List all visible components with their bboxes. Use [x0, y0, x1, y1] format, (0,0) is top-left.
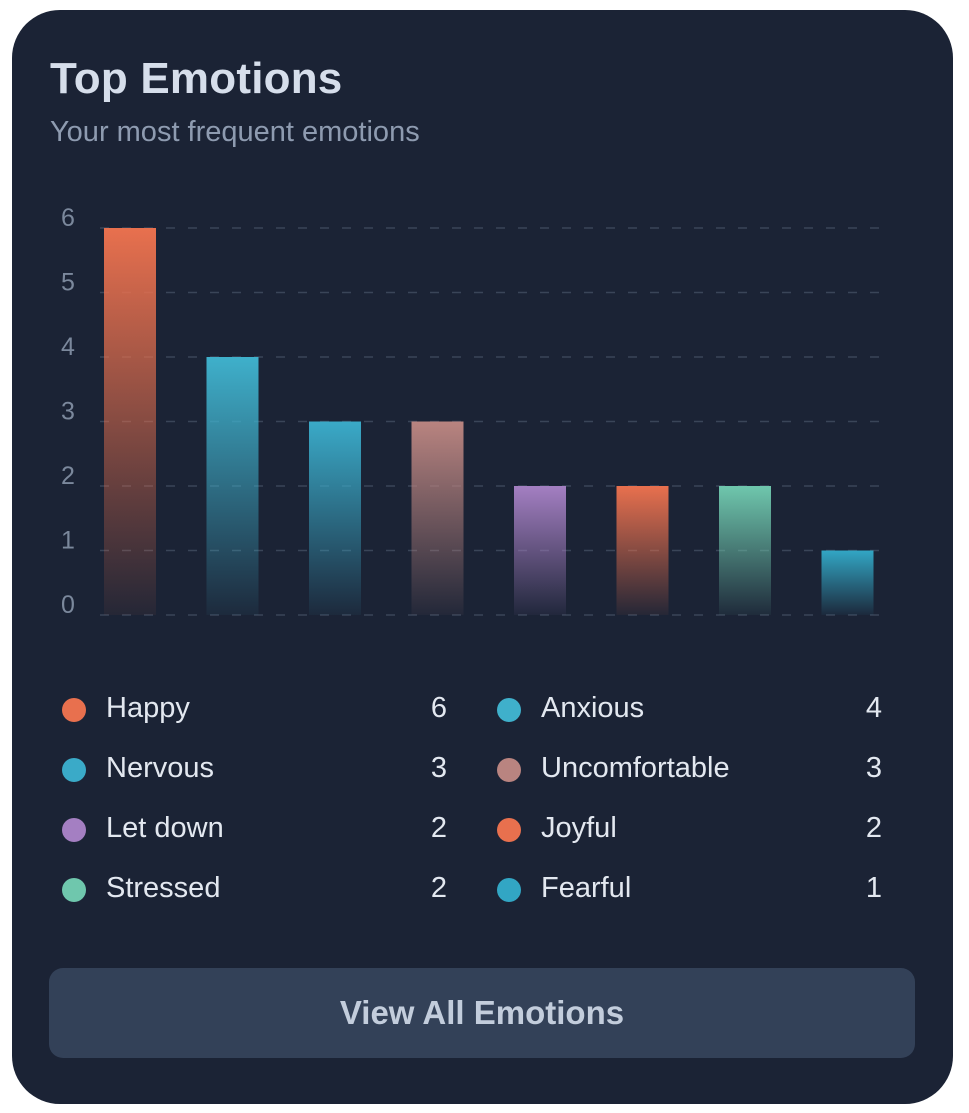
legend-value: 3 [865, 752, 882, 784]
legend-item-nervous: Nervous 3 [62, 750, 447, 790]
bar-let-down [514, 486, 566, 615]
y-tick-label: 6 [61, 204, 75, 232]
legend-value: 6 [430, 692, 447, 724]
y-tick-label: 2 [61, 462, 75, 490]
bar-stressed [719, 486, 771, 615]
legend-item-happy: Happy 6 [62, 690, 447, 730]
legend-dot [497, 818, 521, 842]
legend-label: Uncomfortable [541, 752, 730, 784]
legend-label: Let down [106, 812, 224, 844]
legend-label: Anxious [541, 692, 645, 724]
legend-item-joyful: Joyful 2 [497, 810, 882, 850]
legend-dot [62, 878, 86, 902]
legend-dot [497, 698, 521, 722]
emotions-bar-chart: 0 1 2 3 4 5 6 [61, 204, 890, 619]
legend-label: Happy [106, 692, 190, 724]
legend-value: 2 [430, 872, 447, 904]
legend-label: Nervous [106, 752, 214, 784]
legend-value: 2 [865, 812, 882, 844]
bar-fearful [821, 550, 874, 615]
legend-value: 4 [865, 692, 882, 724]
bar-happy [104, 228, 156, 615]
legend-dot [62, 758, 86, 782]
y-tick-label: 5 [61, 269, 75, 297]
y-axis-ticks: 0 1 2 3 4 5 6 [61, 204, 75, 619]
legend-dot [62, 698, 86, 722]
legend-dot [62, 818, 86, 842]
card-title: Top Emotions [50, 54, 343, 103]
legend-dot [497, 878, 521, 902]
top-emotions-card: Top Emotions Your most frequent emotions… [12, 10, 953, 1104]
bar-nervous [309, 421, 361, 615]
legend-value: 2 [430, 812, 447, 844]
legend-item-fearful: Fearful 1 [497, 870, 882, 910]
legend-dot [497, 758, 521, 782]
view-all-emotions-button[interactable]: View All Emotions [49, 968, 915, 1058]
bar-joyful [616, 486, 669, 615]
legend-item-stressed: Stressed 2 [62, 870, 447, 910]
card-subtitle: Your most frequent emotions [50, 116, 420, 148]
legend-item-anxious: Anxious 4 [497, 690, 882, 730]
emotions-legend: Happy 6 Anxious 4 Nervous 3 Uncomfortabl… [62, 690, 907, 930]
legend-value: 3 [430, 752, 447, 784]
y-tick-label: 3 [61, 398, 75, 426]
chart-bars [104, 228, 874, 615]
legend-item-let-down: Let down 2 [62, 810, 447, 850]
y-tick-label: 1 [61, 527, 75, 555]
y-tick-label: 0 [61, 591, 75, 619]
bar-anxious [206, 357, 259, 615]
legend-label: Joyful [541, 812, 617, 844]
legend-label: Fearful [541, 872, 632, 904]
bar-uncomfortable [411, 421, 464, 615]
legend-label: Stressed [106, 872, 221, 904]
y-tick-label: 4 [61, 333, 75, 361]
legend-item-uncomfortable: Uncomfortable 3 [497, 750, 882, 790]
legend-value: 1 [865, 872, 882, 904]
